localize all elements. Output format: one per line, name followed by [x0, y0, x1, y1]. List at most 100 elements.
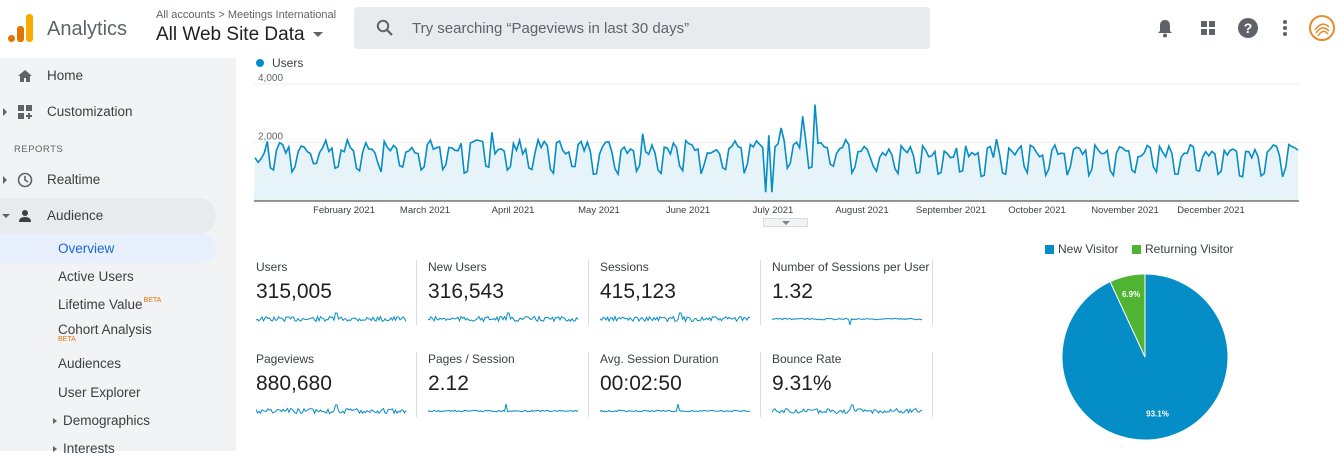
sidebar-item-audience[interactable]: Audience	[0, 198, 216, 234]
reports-heading: REPORTS	[14, 144, 64, 155]
sidebar-item-label: Home	[47, 68, 84, 83]
more-vert-icon[interactable]	[1274, 17, 1296, 39]
sidebar-item-label: Realtime	[47, 172, 101, 187]
search-bar[interactable]: Try searching “Pageviews in last 30 days…	[354, 7, 930, 49]
sidebar-item-home[interactable]: Home	[0, 58, 236, 94]
sparkline-line	[600, 312, 751, 323]
top-bar: Analytics All accounts > Meetings Intern…	[0, 0, 1339, 58]
divider	[588, 260, 589, 325]
metric-value: 315,005	[256, 280, 332, 303]
chevron-right-icon	[53, 446, 57, 452]
x-tick-label: November 2021	[1091, 205, 1159, 216]
metric-title: Avg. Session Duration	[600, 352, 719, 366]
person-icon	[19, 210, 31, 222]
sidebar-item-lifetime-value[interactable]: Lifetime ValueBETA	[58, 297, 161, 312]
avatar[interactable]	[1309, 15, 1335, 41]
sparkline	[772, 317, 923, 325]
bell-icon[interactable]	[1154, 17, 1176, 39]
beta-badge: BETA	[58, 336, 76, 343]
metric-value: 415,123	[600, 280, 676, 303]
metric-value: 1.32	[772, 280, 813, 303]
divider	[932, 260, 933, 325]
metric-pageviews[interactable]: Pageviews 880,680	[254, 352, 414, 434]
property-selector[interactable]: All Web Site Data	[156, 24, 323, 46]
chevron-right-icon	[53, 418, 57, 424]
sidebar-item-audiences[interactable]: Audiences	[58, 356, 122, 371]
chevron-right-icon	[3, 108, 7, 116]
sparkline-line	[772, 404, 923, 415]
sidebar: Home Customization REPORTS Realtime Audi…	[0, 58, 236, 456]
metric-users[interactable]: Users 315,005	[254, 260, 414, 342]
breadcrumb[interactable]: All accounts > Meetings International	[156, 9, 337, 21]
help-icon[interactable]: ?	[1237, 17, 1259, 39]
sparkline-line	[772, 317, 923, 325]
metric-value: 00:02:50	[600, 372, 682, 395]
apps-grid-icon[interactable]	[1197, 17, 1219, 39]
metric-title: Users	[256, 260, 288, 274]
x-tick-label: April 2021	[492, 205, 535, 216]
caret-down-icon	[312, 32, 323, 38]
chevron-right-icon	[3, 176, 7, 184]
sidebar-item-active-users[interactable]: Active Users	[58, 269, 134, 284]
x-tick-label: December 2021	[1177, 205, 1245, 216]
metric-number-of-sessions-per-user[interactable]: Number of Sessions per User 1.32	[770, 260, 930, 342]
metric-avg-session-duration[interactable]: Avg. Session Duration 00:02:50	[598, 352, 758, 434]
sidebar-item-overview[interactable]: Overview	[0, 234, 216, 263]
sparkline	[600, 403, 751, 413]
x-tick-label: March 2021	[400, 205, 450, 216]
home-icon	[18, 70, 32, 82]
chart-legend-users[interactable]: Users	[272, 56, 304, 70]
pie-legend-new-visitor[interactable]: New Visitor	[1045, 242, 1118, 256]
sparkline-line	[428, 312, 579, 323]
sidebar-item-demographics[interactable]: Demographics	[63, 413, 151, 428]
sparkline	[772, 404, 923, 415]
metric-title: Pageviews	[256, 352, 315, 366]
metric-new-users[interactable]: New Users 316,543	[426, 260, 586, 342]
app-name: Analytics	[47, 18, 128, 40]
sparkline-line	[428, 403, 579, 413]
sidebar-item-user-explorer[interactable]: User Explorer	[58, 385, 141, 400]
caret-down-icon	[782, 221, 790, 225]
chart-resize-handle[interactable]	[763, 218, 808, 227]
pie-slice-label: 93.1%	[1146, 410, 1169, 419]
pie-slice[interactable]	[1109, 273, 1146, 358]
dashboard-icon	[18, 105, 32, 119]
sparkline-line	[600, 403, 751, 413]
divider	[416, 260, 417, 325]
users-line	[254, 104, 1299, 193]
legend-label: Returning Visitor	[1145, 242, 1234, 256]
metric-bounce-rate[interactable]: Bounce Rate 9.31%	[770, 352, 930, 434]
metric-value: 316,543	[428, 280, 504, 303]
chevron-down-icon	[2, 214, 10, 218]
analytics-logo-icon[interactable]	[8, 14, 34, 42]
metric-title: Sessions	[600, 260, 649, 274]
x-tick-label: August 2021	[835, 205, 888, 216]
y-tick-label: 4,000	[258, 73, 283, 84]
sidebar-item-cohort-analysis[interactable]: Cohort Analysis	[58, 322, 152, 337]
x-tick-label: May 2021	[578, 205, 620, 216]
x-tick-label: October 2021	[1008, 205, 1066, 216]
x-tick-label: September 2021	[916, 205, 986, 216]
sidebar-item-label: Customization	[47, 104, 133, 119]
users-line-chart: 4,000 2,000 February 2021 March 2021 April 2…	[254, 73, 1299, 216]
search-icon	[376, 19, 393, 36]
legend-swatch	[1045, 245, 1054, 254]
metric-title: Number of Sessions per User	[772, 260, 930, 274]
metric-sessions[interactable]: Sessions 415,123	[598, 260, 758, 342]
divider	[932, 352, 933, 417]
sparkline-line	[256, 312, 407, 323]
sidebar-item-customization[interactable]: Customization	[0, 94, 236, 130]
sparkline	[256, 312, 407, 323]
x-tick-label: June 2021	[666, 205, 710, 216]
pie-slice-label: 6.9%	[1122, 290, 1140, 299]
divider	[588, 352, 589, 417]
visitor-pie-chart: 93.1% 6.9%	[1061, 273, 1229, 441]
sidebar-item-realtime[interactable]: Realtime	[0, 162, 236, 198]
users-area	[254, 104, 1298, 201]
divider	[416, 352, 417, 417]
metric-pages-session[interactable]: Pages / Session 2.12	[426, 352, 586, 434]
sparkline	[428, 312, 579, 323]
sidebar-item-interests[interactable]: Interests	[63, 441, 115, 456]
pie-legend-returning-visitor[interactable]: Returning Visitor	[1132, 242, 1234, 256]
clock-icon	[17, 172, 33, 188]
